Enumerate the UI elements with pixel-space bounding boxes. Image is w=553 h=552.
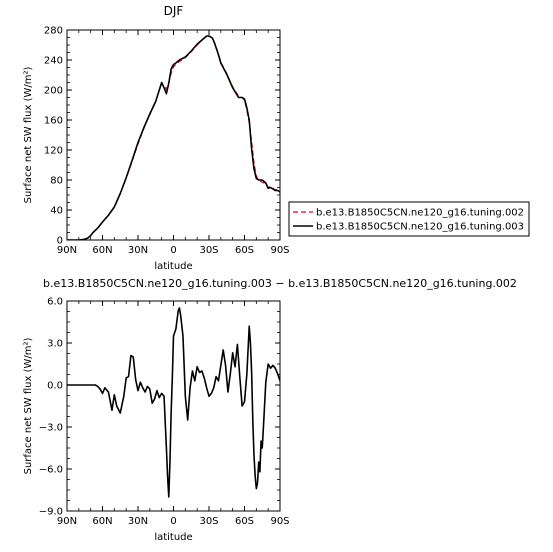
- chart-1: 90N 60N 30N 0 30S 60S 90S 0 40 80 120 160 200 240 280 l…: [23, 4, 530, 272]
- x-tick-label: 60S: [235, 516, 254, 527]
- x-tick-label: 60N: [92, 516, 112, 527]
- y-axis-label: Surface net SW flux (W/m²): [23, 337, 34, 474]
- x-axis-label: latitude: [154, 261, 192, 272]
- y-axis-label: Surface net SW flux (W/m²): [23, 66, 34, 203]
- series-group: [67, 307, 280, 498]
- legend-label: b.e13.B1850C5CN.ne120_g16.tuning.002: [316, 208, 524, 219]
- plot-frame: [66, 29, 281, 241]
- plot-frame: [66, 300, 281, 512]
- x-tick-label: 90N: [57, 516, 77, 527]
- series-line-1: [67, 307, 280, 498]
- y-tick-label: −3.0: [39, 423, 63, 434]
- x-tick-label: 60N: [92, 245, 112, 256]
- y-tick-label: −9.0: [39, 507, 63, 518]
- x-tick-label: 90S: [270, 245, 289, 256]
- y-tick-label: 80: [50, 176, 63, 187]
- y-tick-label: −6.0: [39, 465, 63, 476]
- y-tick-label: 40: [50, 206, 63, 217]
- y-tick-label: 280: [44, 26, 63, 37]
- x-tick-label: 30N: [128, 245, 148, 256]
- legend-label: b.e13.B1850C5CN.ne120_g16.tuning.003: [316, 222, 524, 233]
- y-tick-label: 120: [44, 146, 63, 157]
- x-axis-label: latitude: [154, 532, 192, 543]
- x-tick-label: 60S: [235, 245, 254, 256]
- series-group: [67, 35, 280, 240]
- chart-title: DJF: [164, 4, 184, 18]
- y-tick-label: 6.0: [47, 297, 63, 308]
- series-line-2: [67, 35, 280, 240]
- legend-box: [288, 201, 530, 237]
- y-tick-label: 240: [44, 56, 63, 67]
- legend: b.e13.B1850C5CN.ne120_g16.tuning.002 b.e1…: [288, 201, 530, 237]
- y-tick-label: 0: [57, 236, 63, 247]
- y-tick-label: 160: [44, 116, 63, 127]
- x-tick-label: 0: [170, 516, 176, 527]
- series-line-1: [67, 35, 280, 240]
- x-tick-label: 30S: [199, 245, 218, 256]
- chart-title: b.e13.B1850C5CN.ne120_g16.tuning.003 − b…: [43, 277, 517, 290]
- x-tick-label: 90S: [270, 516, 289, 527]
- x-tick-label: 30S: [199, 516, 218, 527]
- y-tick-label: 3.0: [47, 339, 63, 350]
- y-tick-label: 0.0: [47, 381, 63, 392]
- x-tick-label: 0: [170, 245, 176, 256]
- chart-2: 90N 60N 30N 0 30S 60S 90S −9.0 −6.0 −3.0 0.0 3.0 6.0…: [23, 277, 517, 543]
- y-tick-label: 200: [44, 86, 63, 97]
- x-tick-label: 30N: [128, 516, 148, 527]
- x-tick-label: 90N: [57, 245, 77, 256]
